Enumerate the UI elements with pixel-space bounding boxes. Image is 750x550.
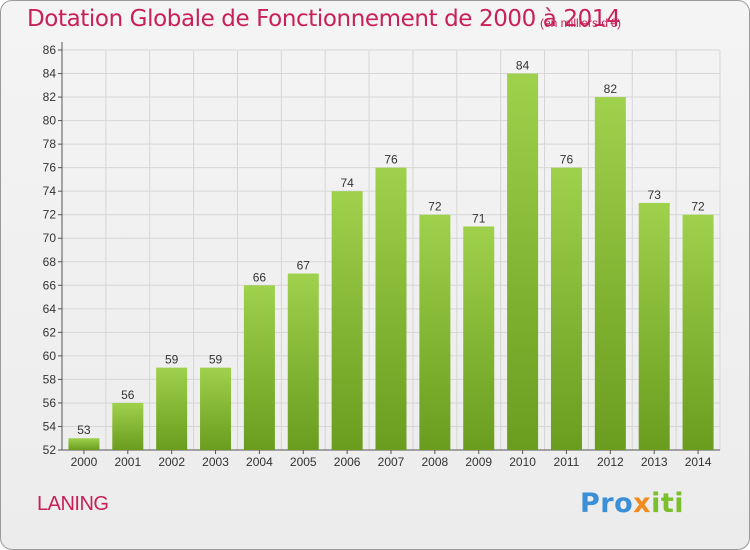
bar: [200, 367, 232, 450]
bar: [112, 402, 144, 450]
logo-part-3: iti: [651, 488, 684, 519]
bar: [68, 438, 100, 450]
bar: [594, 97, 626, 450]
y-tick-label: 70: [43, 231, 57, 245]
x-tick-label: 2012: [597, 455, 624, 469]
y-tick-label: 84: [43, 67, 57, 81]
y-tick-label: 64: [43, 302, 57, 316]
x-tick-label: 2003: [202, 455, 229, 469]
y-tick-label: 66: [43, 278, 57, 292]
bar: [419, 214, 451, 450]
data-label: 84: [516, 59, 530, 73]
data-label: 82: [604, 82, 618, 96]
x-tick-label: 2002: [158, 455, 185, 469]
bar: [682, 214, 714, 450]
data-label: 56: [121, 388, 135, 402]
data-label: 53: [77, 423, 91, 437]
x-tick-label: 2007: [378, 455, 405, 469]
bar: [638, 202, 670, 450]
y-tick-label: 52: [43, 443, 57, 457]
data-label: 59: [165, 353, 179, 367]
logo-part-2: x: [633, 488, 652, 519]
y-tick-label: 78: [43, 137, 57, 151]
data-label: 72: [691, 200, 705, 214]
bar: [156, 367, 188, 450]
bar: [331, 191, 363, 451]
y-tick-label: 76: [43, 161, 57, 175]
y-tick-label: 58: [43, 372, 57, 386]
y-tick-label: 56: [43, 396, 57, 410]
bar: [375, 167, 407, 450]
bar: [287, 273, 319, 450]
x-tick-label: 2008: [422, 455, 449, 469]
axes: 52 54 56 58 60 62 64 66 68 70 72 74 76 78 80 82 84 86 2000…: [43, 42, 720, 469]
data-label: 73: [648, 188, 662, 202]
data-label: 74: [340, 176, 354, 190]
y-tick-label: 86: [43, 43, 57, 57]
y-tick-label: 68: [43, 255, 57, 269]
x-tick-label: 2005: [290, 455, 317, 469]
y-tick-label: 60: [43, 349, 57, 363]
data-label: 72: [428, 200, 442, 214]
data-label: 76: [384, 153, 398, 167]
y-tick-label: 80: [43, 114, 57, 128]
data-label: 59: [209, 353, 223, 367]
y-tick-label: 62: [43, 325, 57, 339]
x-tick-label: 2006: [334, 455, 361, 469]
x-tick-label: 2004: [246, 455, 273, 469]
x-tick-label: 2009: [465, 455, 492, 469]
y-tick-label: 54: [43, 419, 57, 433]
bar: [550, 167, 582, 450]
x-tick-label: 2010: [509, 455, 536, 469]
x-tick-label: 2011: [554, 455, 580, 469]
data-label: 66: [253, 270, 267, 284]
x-tick-label: 2013: [641, 455, 668, 469]
commune-name: LANING: [37, 493, 109, 515]
bars: [68, 73, 714, 451]
x-tick-label: 2014: [685, 455, 712, 469]
logo-part-1: Pro: [580, 488, 634, 519]
chart-title: Dotation Globale de Fonctionnement de 20…: [27, 6, 621, 32]
bar: [463, 226, 495, 450]
data-label: 67: [297, 259, 311, 273]
data-label: 71: [472, 211, 486, 225]
value-labels: 53 56 59 59 66 67 74 76 72 71 84 76 82 73 72: [77, 59, 705, 438]
bar: [243, 285, 275, 450]
x-tick-label: 2001: [114, 455, 141, 469]
data-label: 76: [560, 153, 574, 167]
proxiti-logo: Proxiti: [580, 488, 684, 519]
x-tick-label: 2000: [71, 455, 98, 469]
chart-subtitle: (en milliers d'€): [540, 16, 621, 30]
y-tick-label: 74: [43, 184, 57, 198]
y-tick-label: 82: [43, 90, 57, 104]
bar: [507, 73, 539, 450]
y-tick-label: 72: [43, 208, 57, 222]
